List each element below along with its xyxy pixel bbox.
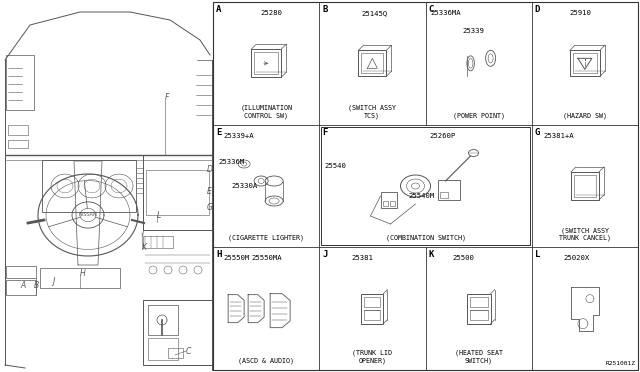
Text: (SWITCH ASSY
TCS): (SWITCH ASSY TCS): [348, 105, 396, 119]
Text: J: J: [323, 250, 328, 259]
Bar: [8, 140, 28, 148]
Text: D: D: [207, 166, 213, 174]
Bar: [470, 310, 488, 320]
Bar: [148, 338, 178, 360]
Text: 25145Q: 25145Q: [362, 10, 388, 16]
Bar: [6, 266, 36, 278]
Text: 25381: 25381: [351, 255, 373, 262]
Bar: [6, 280, 36, 295]
Bar: [6, 55, 34, 110]
Text: 25381+A: 25381+A: [544, 133, 574, 139]
Text: (ASCD & AUDIO): (ASCD & AUDIO): [238, 357, 294, 364]
Bar: [364, 296, 380, 307]
Text: NISSAN: NISSAN: [79, 212, 97, 218]
Bar: [574, 175, 596, 197]
Text: 25540M: 25540M: [408, 193, 435, 199]
Text: (SWITCH ASSY
TRUNK CANCEL): (SWITCH ASSY TRUNK CANCEL): [559, 227, 611, 241]
Bar: [570, 50, 600, 76]
Text: I: I: [142, 228, 144, 237]
Bar: [467, 294, 491, 324]
Text: 25336M: 25336M: [218, 159, 244, 165]
Bar: [358, 50, 387, 76]
Text: 25339+A: 25339+A: [223, 133, 253, 139]
Bar: [362, 294, 383, 324]
Text: (POWER POINT): (POWER POINT): [452, 112, 504, 119]
Text: L: L: [535, 250, 540, 259]
Text: (COMBINATION SWITCH): (COMBINATION SWITCH): [385, 235, 465, 241]
Text: 25339: 25339: [463, 28, 484, 34]
Text: 25280: 25280: [261, 10, 283, 16]
Text: G: G: [535, 128, 540, 137]
Bar: [146, 170, 209, 215]
Text: 25550MA: 25550MA: [251, 255, 282, 262]
Bar: [254, 52, 278, 74]
Text: 25260P: 25260P: [429, 133, 456, 139]
Bar: [40, 268, 120, 288]
Text: 25550M: 25550M: [223, 255, 249, 262]
Bar: [42, 160, 136, 212]
Text: A: A: [216, 5, 221, 14]
Text: (HEATED SEAT
SWITCH): (HEATED SEAT SWITCH): [454, 350, 502, 364]
Text: C: C: [186, 346, 191, 356]
Bar: [251, 49, 281, 77]
Bar: [440, 192, 447, 198]
Text: 25336MA: 25336MA: [431, 10, 461, 16]
Text: D: D: [535, 5, 540, 14]
Text: C: C: [429, 5, 434, 14]
Text: K: K: [429, 250, 434, 259]
Bar: [148, 305, 178, 335]
Text: A: A: [20, 280, 25, 289]
Bar: [390, 201, 394, 206]
Text: E: E: [207, 187, 212, 196]
Bar: [573, 53, 597, 73]
Bar: [143, 155, 212, 230]
Bar: [381, 192, 397, 208]
Text: 25540: 25540: [324, 163, 346, 169]
Bar: [8, 125, 28, 135]
Text: (HAZARD SW): (HAZARD SW): [563, 112, 607, 119]
Bar: [438, 180, 460, 200]
Text: L: L: [157, 211, 161, 219]
Text: (ILLUMINATION
CONTROL SW): (ILLUMINATION CONTROL SW): [240, 105, 292, 119]
Text: H: H: [216, 250, 221, 259]
Text: (TRUNK LID
OPENER): (TRUNK LID OPENER): [353, 350, 392, 364]
Text: E: E: [216, 128, 221, 137]
Text: F: F: [165, 93, 170, 103]
Text: H: H: [80, 269, 86, 279]
Text: B: B: [34, 280, 39, 289]
Text: 25910: 25910: [569, 10, 591, 16]
Text: J: J: [52, 278, 54, 286]
Text: 25500: 25500: [452, 255, 474, 262]
Bar: [571, 172, 599, 200]
Text: F: F: [323, 128, 328, 137]
Text: R251001Z: R251001Z: [606, 361, 636, 366]
Text: (CIGARETTE LIGHTER): (CIGARETTE LIGHTER): [228, 235, 304, 241]
Bar: [383, 201, 387, 206]
Bar: [321, 127, 530, 245]
Bar: [168, 348, 183, 358]
Text: 25020X: 25020X: [564, 255, 590, 262]
Bar: [364, 310, 380, 320]
Bar: [143, 236, 173, 248]
Bar: [470, 296, 488, 307]
Text: 25330A: 25330A: [231, 183, 257, 189]
Bar: [143, 300, 212, 365]
Text: G: G: [207, 203, 213, 212]
Text: K: K: [142, 244, 147, 253]
Bar: [213, 2, 638, 370]
Bar: [362, 53, 383, 73]
Text: B: B: [323, 5, 328, 14]
